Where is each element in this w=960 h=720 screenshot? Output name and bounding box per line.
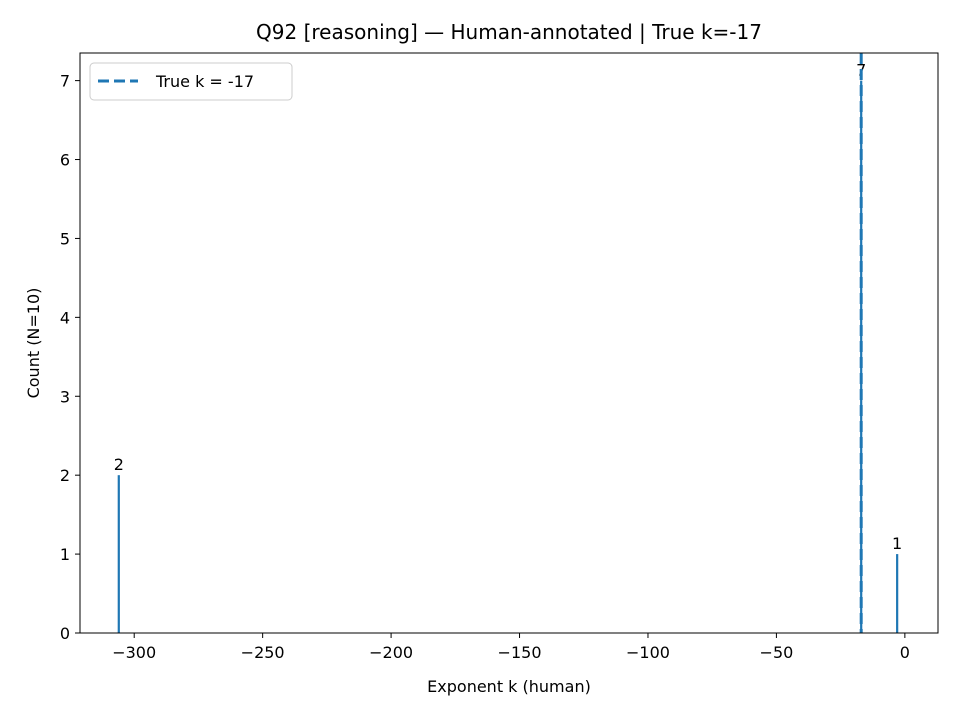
y-axis: 0 1 2 3 4 5 6 7 — [60, 72, 80, 643]
y-tick-label: 7 — [60, 72, 70, 91]
legend-box — [89, 62, 293, 101]
legend: True k = -17 — [89, 62, 293, 101]
x-axis: −300 −250 −200 −150 −100 −50 0 — [112, 633, 910, 662]
plot-frame — [79, 52, 939, 634]
bar-value-label: 2 — [114, 455, 124, 474]
x-axis-label: Exponent k (human) — [427, 677, 591, 696]
x-tick-label: −50 — [760, 643, 794, 662]
y-tick-label: 3 — [60, 387, 70, 406]
x-tick-label: −150 — [498, 643, 542, 662]
bar — [896, 554, 899, 633]
y-tick-label: 6 — [60, 151, 70, 170]
x-tick-label: −100 — [626, 643, 670, 662]
y-tick-label: 4 — [60, 308, 70, 327]
x-tick-label: −200 — [369, 643, 413, 662]
plot-area: 271 — [114, 53, 902, 634]
x-tick-label: −250 — [241, 643, 285, 662]
legend-entry-label: True k = -17 — [155, 72, 254, 91]
y-tick-label: 0 — [60, 624, 70, 643]
y-axis-label: Count (N=10) — [24, 288, 43, 399]
bar — [860, 80, 863, 634]
x-tick-label: −300 — [112, 643, 156, 662]
chart-title: Q92 [reasoning] — Human-annotated | True… — [256, 20, 762, 44]
x-tick-label: 0 — [900, 643, 910, 662]
bar — [117, 475, 120, 633]
y-tick-label: 2 — [60, 466, 70, 485]
y-tick-label: 5 — [60, 229, 70, 248]
bar-value-label: 1 — [892, 534, 902, 553]
y-tick-label: 1 — [60, 545, 70, 564]
